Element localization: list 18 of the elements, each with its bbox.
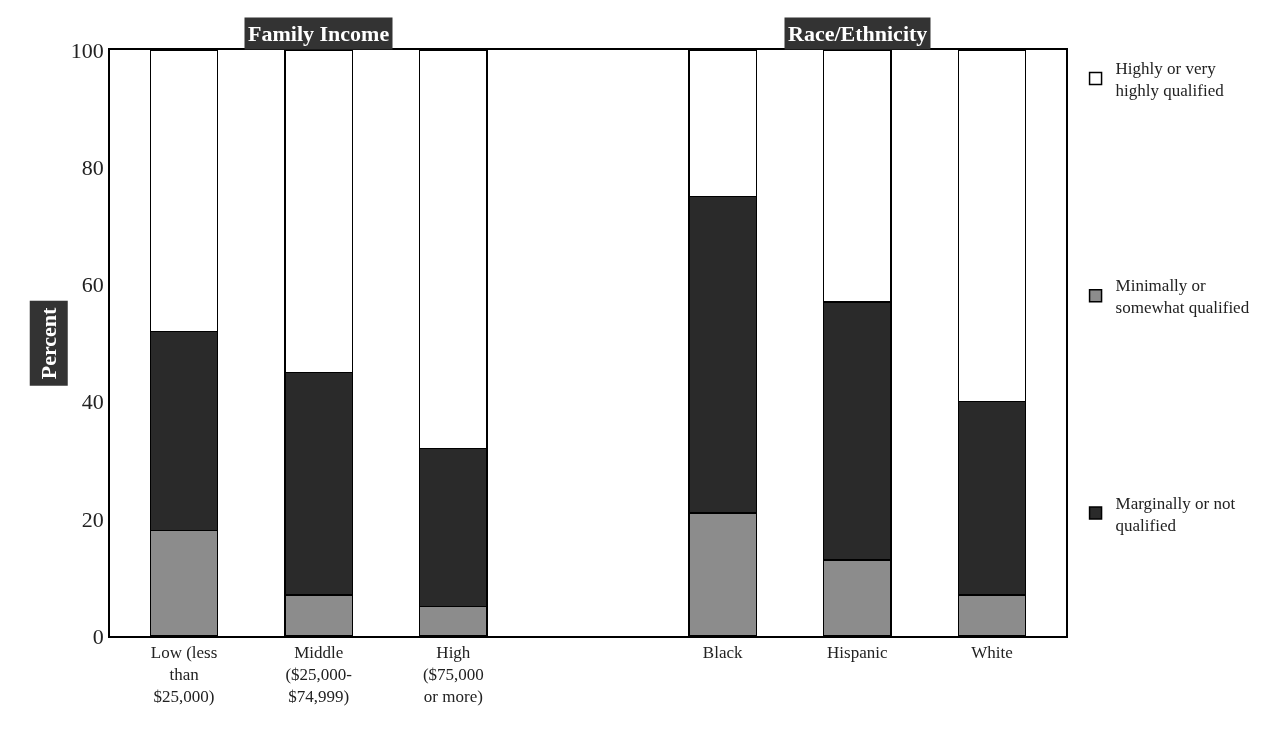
legend-label: Marginally or not qualified [1115, 493, 1236, 535]
text: Family Income [248, 21, 390, 46]
x-tick-label: Black [702, 643, 743, 663]
x-tick-label: Low (less than $25,000) [150, 643, 218, 707]
y-tick-label: 20 [81, 506, 104, 532]
x-tick-label: High ($75,000 or more) [422, 643, 484, 707]
y-tick-label: 80 [81, 154, 104, 180]
text: Race/Ethnicity [788, 21, 928, 46]
y-axis-title: Percent [36, 306, 62, 380]
y-tick-label: 100 [70, 37, 104, 63]
x-tick-label: Hispanic [827, 643, 888, 663]
x-tick-label: Middle ($25,000- $74,999) [285, 643, 353, 707]
x-tick-label: White [971, 643, 1013, 663]
y-tick-label: 60 [81, 272, 104, 298]
legend-label: Minimally or somewhat qualified [1115, 276, 1250, 318]
legend-label: Highly or very highly qualified [1115, 59, 1225, 101]
y-tick-label: 0 [92, 623, 104, 649]
y-tick-label: 40 [81, 389, 104, 415]
